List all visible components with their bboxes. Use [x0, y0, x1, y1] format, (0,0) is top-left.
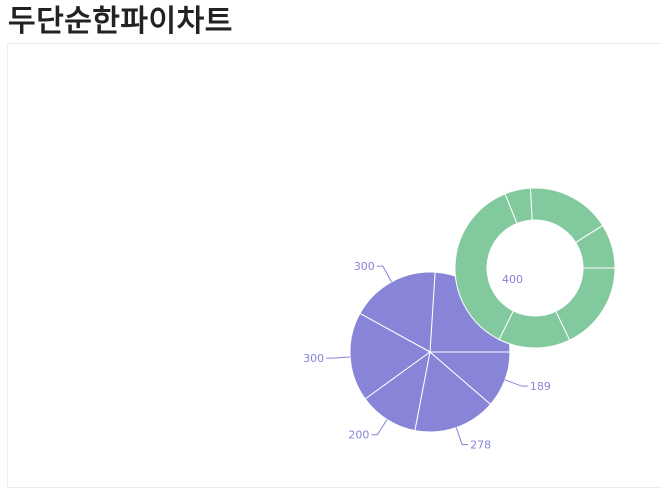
page-title: 두단순한파이차트 — [8, 4, 233, 39]
chart-container — [7, 43, 662, 488]
